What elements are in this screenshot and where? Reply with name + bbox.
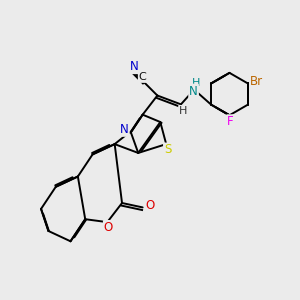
Text: N: N <box>120 123 129 136</box>
Text: H: H <box>179 106 188 116</box>
Text: F: F <box>227 115 234 128</box>
Text: C: C <box>139 72 146 82</box>
Text: N: N <box>130 60 139 73</box>
Text: O: O <box>146 200 154 212</box>
Text: N: N <box>189 85 198 98</box>
Text: Br: Br <box>250 76 263 88</box>
Text: H: H <box>192 78 201 88</box>
Text: O: O <box>104 221 113 234</box>
Text: S: S <box>164 143 171 157</box>
